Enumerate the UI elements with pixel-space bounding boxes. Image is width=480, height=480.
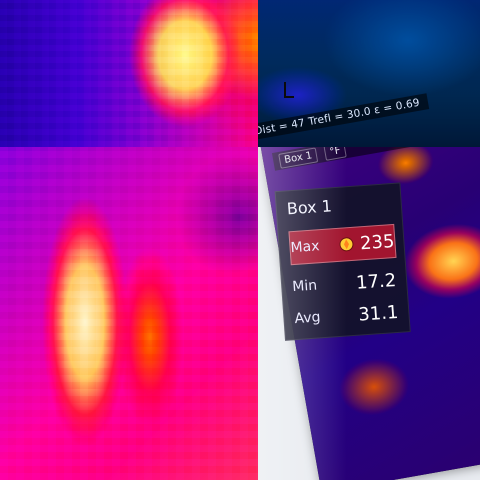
pixelation-overlay — [0, 147, 258, 480]
min-label: Min — [291, 277, 318, 296]
device-screen-bottom-right: Box 1 °F Box 1 Max 235 Min — [258, 147, 480, 480]
avg-row: Avg 31.1 — [293, 296, 399, 335]
pixelation-overlay — [0, 0, 258, 147]
thermal-image-tile — [0, 0, 258, 147]
max-value: 235 — [359, 230, 396, 254]
crosshair-icon — [280, 82, 294, 98]
thermal-closeup-top-left — [0, 0, 258, 147]
avg-value: 31.1 — [357, 301, 400, 326]
thermal-image-tile — [0, 147, 258, 480]
box-stats-panel: Box 1 Max 235 Min 17.2 A — [274, 182, 411, 341]
unit-tag: °F — [323, 147, 347, 161]
panel-title: Box 1 — [286, 196, 333, 219]
min-value: 17.2 — [355, 269, 397, 294]
max-row: Max 235 — [288, 223, 397, 266]
hot-spot-icon — [338, 236, 355, 253]
thermal-closeup-bottom-left — [0, 147, 258, 480]
avg-label: Avg — [294, 309, 321, 328]
max-label: Max — [290, 238, 321, 257]
thermal-screen-top-right: Dist = 47 Trefl = 30.0 ε = 0.69 — [258, 0, 480, 147]
thermal-device-display: Box 1 °F Box 1 Max 235 Min — [260, 147, 480, 480]
